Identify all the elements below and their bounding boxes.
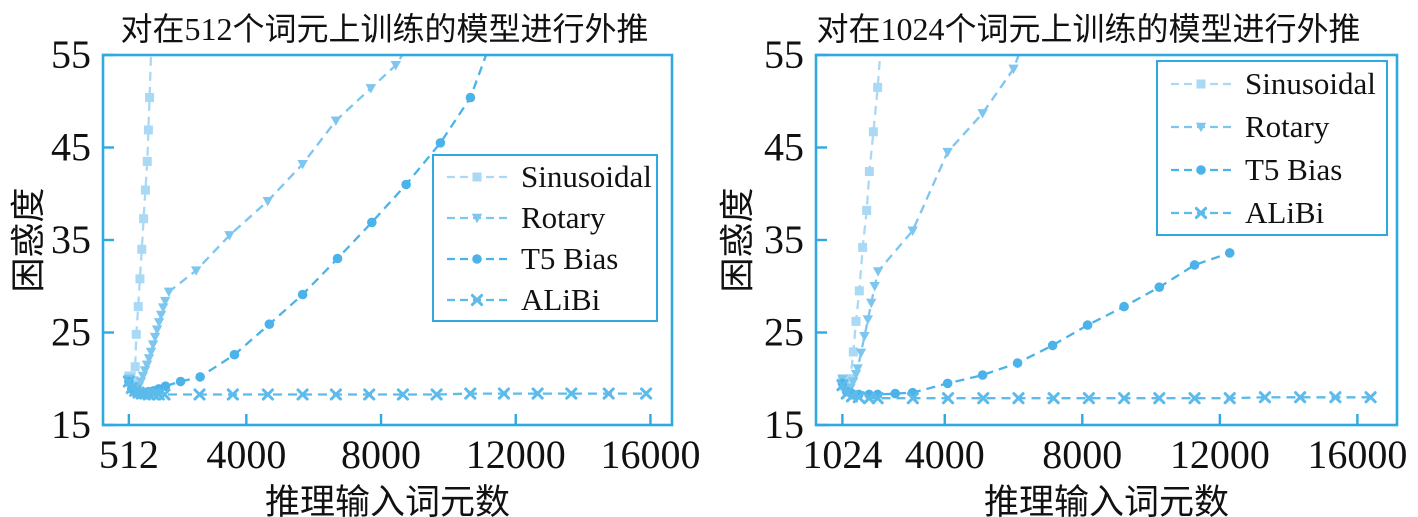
series-t5-bias bbox=[837, 248, 1235, 400]
legend-label: ALiBi bbox=[1245, 195, 1325, 230]
series-rotary bbox=[123, 55, 404, 397]
rotary-line-sample-icon bbox=[446, 210, 508, 226]
series-alibi bbox=[836, 379, 1377, 405]
legend-label: Sinusoidal bbox=[1245, 66, 1376, 101]
x-tick-label: 8000 bbox=[341, 432, 421, 477]
chart-trained-512: 512 4000 8000 12000 16000 15 25 35 45 55 对在512个词元… bbox=[9, 11, 701, 517]
y-tick-label: 35 bbox=[764, 217, 804, 262]
plot-area-left: 512 4000 8000 12000 16000 15 25 35 45 55 bbox=[51, 32, 700, 477]
axis-ticks: 1024 4000 8000 12000 16000 15 25 35 45 55 bbox=[764, 32, 1407, 477]
legend-label: Rotary bbox=[1245, 109, 1330, 144]
y-tick-label: 25 bbox=[51, 310, 91, 355]
x-tick-label: 4000 bbox=[206, 432, 286, 477]
x-axis-label: 推理输入词元数 bbox=[983, 483, 1229, 517]
y-tick-label: 15 bbox=[51, 402, 91, 447]
legend-label: Rotary bbox=[521, 200, 606, 235]
y-tick-label: 55 bbox=[51, 32, 91, 77]
y-tick-label: 15 bbox=[764, 402, 804, 447]
t5-bias-line-sample-icon bbox=[446, 251, 508, 267]
legend-item-alibi: ALiBi bbox=[1158, 191, 1386, 234]
t5-bias-line-sample-icon bbox=[1170, 162, 1232, 178]
legend-item-t5-bias: T5 Bias bbox=[1158, 148, 1386, 191]
series-sinusoidal bbox=[124, 55, 155, 390]
chart-title: 对在1024个词元上训练的模型进行外推 bbox=[816, 11, 1361, 47]
y-tick-label: 25 bbox=[764, 310, 804, 355]
rotary-line-sample-icon bbox=[1170, 119, 1232, 135]
legend-box: Sinusoidal Rotary T5 Bias ALiBi bbox=[1156, 60, 1388, 236]
legend-item-rotary: Rotary bbox=[434, 197, 656, 238]
y-axis-label: 困惑度 bbox=[718, 187, 758, 293]
x-tick-label: 8000 bbox=[1042, 432, 1122, 477]
x-tick-label: 12000 bbox=[466, 432, 566, 477]
legend-label: T5 Bias bbox=[521, 241, 619, 276]
y-tick-label: 45 bbox=[764, 125, 804, 170]
legend-box: Sinusoidal Rotary T5 Bias ALiBi bbox=[432, 154, 658, 322]
x-tick-label: 512 bbox=[99, 432, 159, 477]
chart-title: 对在512个词元上训练的模型进行外推 bbox=[120, 11, 649, 47]
sinusoidal-line-sample-icon bbox=[446, 169, 508, 185]
series-alibi bbox=[122, 375, 653, 401]
x-axis-label: 推理输入词元数 bbox=[264, 483, 510, 517]
x-tick-label: 16000 bbox=[1307, 432, 1407, 477]
axis-ticks: 512 4000 8000 12000 16000 15 25 35 45 55 bbox=[51, 32, 700, 477]
x-tick-label: 16000 bbox=[600, 432, 700, 477]
legend-label: ALiBi bbox=[521, 282, 601, 317]
legend-label: Sinusoidal bbox=[521, 159, 652, 194]
y-tick-label: 35 bbox=[51, 217, 91, 262]
legend-item-t5-bias: T5 Bias bbox=[434, 238, 656, 279]
legend-item-rotary: Rotary bbox=[1158, 105, 1386, 148]
chart-trained-1024: 1024 4000 8000 12000 16000 15 25 35 45 55 对在1024个… bbox=[709, 0, 1418, 517]
sinusoidal-line-sample-icon bbox=[1170, 76, 1232, 92]
series-layer bbox=[122, 55, 653, 401]
y-tick-label: 55 bbox=[764, 32, 804, 77]
x-tick-label: 12000 bbox=[1170, 432, 1270, 477]
y-axis-label: 困惑度 bbox=[9, 187, 49, 293]
legend-item-alibi: ALiBi bbox=[434, 279, 656, 320]
alibi-line-sample-icon bbox=[1170, 205, 1232, 221]
x-tick-label: 1024 bbox=[802, 432, 882, 477]
series-sinusoidal bbox=[837, 55, 883, 393]
legend-item-sinusoidal: Sinusoidal bbox=[434, 156, 656, 197]
plot-area-right: 1024 4000 8000 12000 16000 15 25 35 45 55 bbox=[764, 32, 1407, 477]
x-tick-label: 4000 bbox=[905, 432, 985, 477]
legend-label: T5 Bias bbox=[1245, 152, 1343, 187]
alibi-line-sample-icon bbox=[446, 292, 508, 308]
series-layer bbox=[836, 55, 1377, 405]
y-tick-label: 45 bbox=[51, 125, 91, 170]
legend-item-sinusoidal: Sinusoidal bbox=[1158, 62, 1386, 105]
